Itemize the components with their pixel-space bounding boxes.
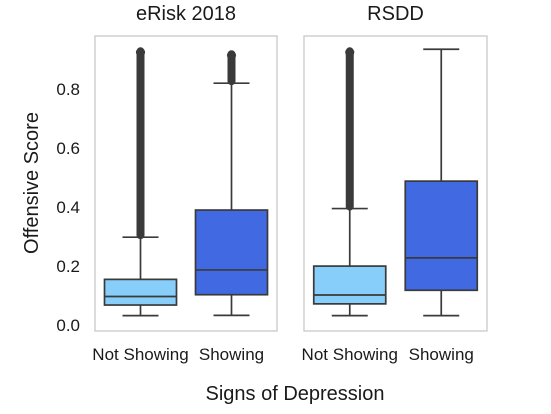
outlier-points — [136, 47, 145, 240]
x-axis-label: Signs of Depression — [206, 383, 385, 405]
x-tick-label: Showing — [199, 345, 264, 364]
y-tick-label: 0.6 — [56, 139, 80, 158]
x-tick-label: Not Showing — [92, 345, 188, 364]
box-showing — [194, 209, 269, 296]
box-not-showing — [103, 278, 178, 306]
panel-title: RSDD — [367, 3, 424, 25]
outlier-cluster-top — [226, 51, 237, 60]
y-tick-label: 0.4 — [56, 198, 80, 217]
x-tick-label: Showing — [409, 345, 474, 364]
panel-title: eRisk 2018 — [136, 3, 236, 25]
y-tick-label: 0.2 — [56, 257, 80, 276]
outlier-cluster-top — [345, 48, 355, 57]
y-axis-label: Offensive Score — [21, 112, 43, 254]
y-tick-label: 0.0 — [56, 316, 80, 335]
outlier-cluster-top — [135, 48, 146, 57]
outlier-points — [345, 47, 354, 211]
y-tick-label: 0.8 — [56, 80, 80, 99]
box-showing — [404, 180, 479, 292]
box-not-showing — [312, 265, 387, 305]
outlier-points — [227, 50, 236, 86]
x-tick-label: Not Showing — [302, 345, 398, 364]
